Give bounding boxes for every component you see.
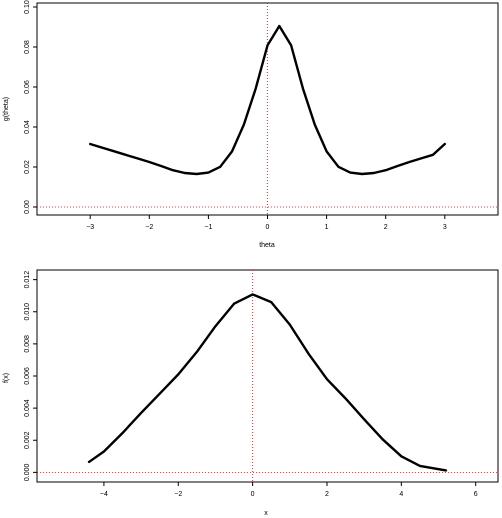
y-tick-label: 0.006 [24,367,31,385]
y-tick-label: 0.004 [24,399,31,417]
series-line [87,293,448,472]
x-tick-label: −1 [204,224,212,231]
series-layer [87,293,448,472]
axes: −3 −2 −1 0 1 2 3 0.00 0.02 0.04 0.06 0.08 0.10 [24,0,447,231]
axes: −4 −2 0 2 4 6 0.000 0.002 0.004 0.006 0.008 0.010 0.… [24,271,478,498]
y-tick-label: 0.010 [24,303,31,321]
plot-top-g-theta: −3 −2 −1 0 1 2 3 0.00 0.02 0.04 0.06 0.08 0.10 theta… [3,0,499,249]
x-tick-label: −4 [100,491,108,498]
series-layer [88,24,447,176]
x-tick-label: 4 [399,491,403,498]
series-line [88,24,447,176]
y-tick-label: 0.02 [24,160,31,174]
y-axis-label: f(x) [3,373,10,383]
x-tick-label: 0 [251,491,255,498]
y-tick-label: 0.002 [24,431,31,449]
x-tick-label: 2 [384,224,388,231]
x-tick-label: −3 [86,224,94,231]
y-tick-label: 0.012 [24,271,31,289]
x-tick-label: 2 [325,491,329,498]
y-tick-label: 0.10 [24,0,31,14]
reference-lines [37,3,498,215]
x-tick-label: 6 [474,491,478,498]
x-tick-label: −2 [174,491,182,498]
y-tick-label: 0.06 [24,80,31,94]
x-tick-label: 0 [266,224,270,231]
y-tick-label: 0.008 [24,335,31,353]
y-tick-label: 0.000 [24,464,31,482]
x-tick-label: 3 [443,224,447,231]
plot-bottom-f-x: −4 −2 0 2 4 6 0.000 0.002 0.004 0.006 0.008 0.010 0.… [3,269,499,517]
y-tick-label: 0.00 [24,200,31,214]
x-axis-label: theta [259,242,275,249]
x-axis-label: x [264,510,268,517]
x-tick-label: −2 [145,224,153,231]
x-tick-label: 1 [325,224,329,231]
reference-lines [37,270,498,482]
y-tick-label: 0.04 [24,120,31,134]
y-tick-label: 0.08 [24,40,31,54]
y-axis-label: g(theta) [3,97,10,121]
